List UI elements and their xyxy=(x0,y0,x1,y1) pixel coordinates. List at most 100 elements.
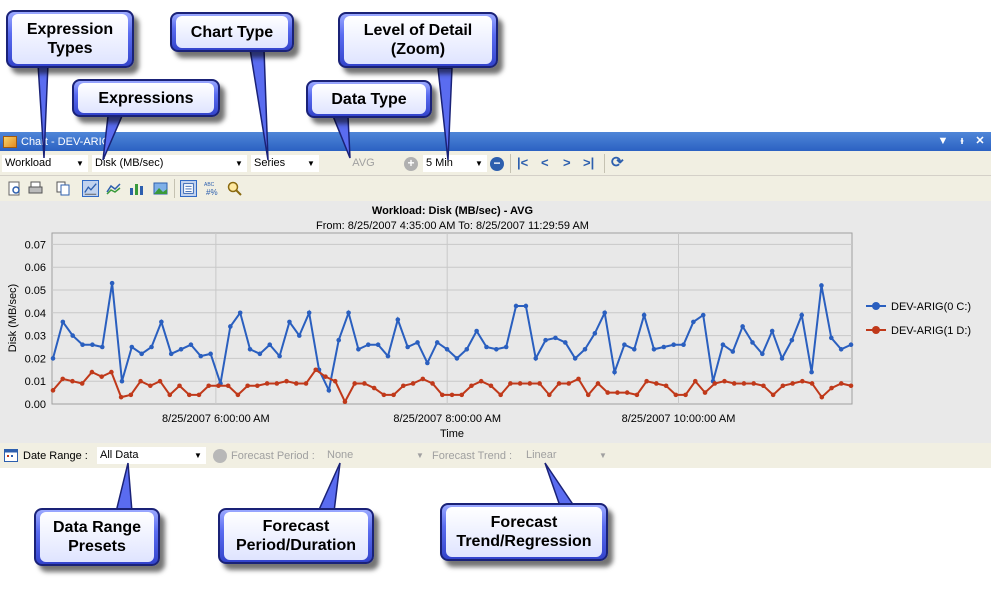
data-point xyxy=(634,392,640,398)
data-point xyxy=(488,383,494,389)
data-point xyxy=(306,310,312,316)
next-icon[interactable]: > xyxy=(563,155,571,170)
data-point xyxy=(464,346,470,352)
data-point xyxy=(148,383,153,389)
data-labels-icon[interactable]: ABC#% xyxy=(203,180,220,197)
callout-data-type: Data Type xyxy=(306,80,432,118)
legend-label: DEV-ARIG(1 D:) xyxy=(891,325,971,337)
zoom-in-icon[interactable]: + xyxy=(404,157,418,171)
toolbar-separator xyxy=(510,154,511,173)
data-point xyxy=(405,344,410,350)
data-point xyxy=(430,381,435,386)
data-point xyxy=(527,381,533,386)
data-point xyxy=(740,324,745,329)
zoom-magnifier-icon[interactable] xyxy=(226,180,243,197)
data-point xyxy=(188,342,194,348)
line-chart-icon[interactable] xyxy=(82,180,99,197)
data-point xyxy=(790,381,795,386)
last-page-icon[interactable]: >| xyxy=(583,155,595,170)
y-axis-label: Disk (MB/sec) xyxy=(7,284,19,352)
data-point xyxy=(296,333,302,338)
chevron-down-icon[interactable]: ▼ xyxy=(416,451,424,460)
data-point xyxy=(346,310,351,316)
callout-forecast-trend: Forecast Trend/Regression xyxy=(440,503,608,561)
data-point xyxy=(585,392,591,398)
data-point xyxy=(566,381,572,386)
data-point xyxy=(178,346,184,352)
y-tick-label: 0.07 xyxy=(25,239,46,251)
data-point xyxy=(615,390,620,395)
chart-title: Workload: Disk (MB/sec) - AVG xyxy=(371,205,534,217)
refresh-icon[interactable]: ⟳ xyxy=(611,154,624,171)
data-point xyxy=(760,351,765,357)
data-point xyxy=(326,388,332,393)
zoom-out-icon[interactable]: − xyxy=(490,157,504,171)
forecast-trend-select[interactable]: Linear ▼ xyxy=(522,446,612,465)
x-tick-label: 8/25/2007 6:00:00 AM xyxy=(162,413,270,425)
data-point xyxy=(225,383,231,389)
data-point xyxy=(469,383,474,389)
callout-text: Level of Detail (Zoom) xyxy=(363,22,473,58)
data-point xyxy=(336,337,342,343)
copy-icon[interactable] xyxy=(55,180,72,197)
data-point xyxy=(293,381,299,386)
pin-icon[interactable]: ᵻ xyxy=(960,135,964,147)
chevron-down-icon[interactable]: ▼ xyxy=(194,451,202,460)
data-point xyxy=(303,381,309,386)
date-range-select[interactable]: All Data ▼ xyxy=(96,446,207,465)
data-point xyxy=(622,342,627,348)
data-point xyxy=(149,344,154,350)
data-type-select[interactable]: AVG xyxy=(322,154,402,173)
data-point xyxy=(761,383,766,389)
legend-marker xyxy=(872,326,880,334)
data-point xyxy=(395,317,401,322)
data-point xyxy=(365,342,371,348)
area-chart-icon[interactable] xyxy=(105,180,122,197)
callout-text: Data Type xyxy=(331,90,407,108)
x-axis-label: Time xyxy=(440,428,464,440)
close-icon[interactable]: ✕ xyxy=(975,135,985,147)
data-point xyxy=(789,337,795,343)
print-icon[interactable] xyxy=(27,180,44,197)
x-tick-label: 8/25/2007 10:00:00 AM xyxy=(622,413,736,425)
chart-image-icon[interactable] xyxy=(152,180,169,197)
data-point xyxy=(819,283,824,288)
forecast-period-select[interactable]: None ▼ xyxy=(323,446,429,465)
forecast-period-value: None xyxy=(327,449,354,461)
data-point xyxy=(671,342,676,348)
chevron-down-icon[interactable]: ▼ xyxy=(475,159,483,168)
data-point xyxy=(99,344,105,350)
forecast-trend-value: Linear xyxy=(526,449,557,461)
data-point xyxy=(651,346,657,352)
data-point xyxy=(809,381,815,386)
data-point xyxy=(196,392,202,398)
data-point xyxy=(375,342,381,348)
data-point xyxy=(247,346,253,352)
chevron-down-icon[interactable]: ▼ xyxy=(307,159,315,168)
previous-icon[interactable]: < xyxy=(541,155,549,170)
chevron-down-icon[interactable]: ▼ xyxy=(235,159,243,168)
legend-icon[interactable] xyxy=(180,180,197,197)
first-page-icon[interactable]: |< xyxy=(517,155,529,170)
series-group xyxy=(50,280,854,405)
callout-text: Chart Type xyxy=(190,23,274,41)
data-point xyxy=(139,351,144,357)
data-point xyxy=(829,385,834,391)
data-point xyxy=(730,349,736,354)
data-point xyxy=(168,351,174,357)
bar-chart-icon[interactable] xyxy=(128,180,145,197)
data-point xyxy=(681,342,686,348)
data-point xyxy=(691,319,696,325)
data-point xyxy=(216,383,221,389)
chevron-down-icon[interactable]: ▼ xyxy=(76,159,84,168)
legend-marker xyxy=(872,302,880,310)
data-point xyxy=(828,335,834,341)
data-point xyxy=(769,328,775,334)
data-point xyxy=(391,392,396,398)
dropdown-icon[interactable]: ▼ xyxy=(937,135,949,147)
print-preview-icon[interactable] xyxy=(6,180,23,197)
data-point xyxy=(602,310,608,316)
chevron-down-icon[interactable]: ▼ xyxy=(599,451,607,460)
y-tick-label: 0.04 xyxy=(25,308,46,320)
